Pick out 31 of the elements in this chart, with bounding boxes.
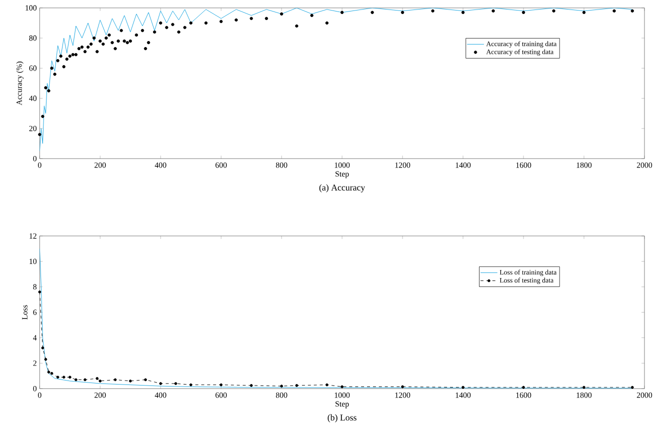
point: [98, 379, 102, 382]
point: [189, 383, 192, 386]
point: [582, 386, 586, 389]
point: [159, 382, 162, 385]
point: [280, 384, 284, 388]
point: [74, 378, 78, 382]
point: [522, 386, 525, 389]
point: [38, 290, 42, 294]
text: (b) Loss: [328, 414, 356, 422]
point: [326, 383, 328, 386]
point: [174, 382, 178, 385]
point: [50, 372, 54, 375]
point: [401, 385, 404, 388]
point: [295, 384, 298, 387]
point: [144, 378, 147, 382]
point: [44, 358, 48, 361]
point: [128, 379, 132, 382]
point: [340, 385, 344, 388]
point: [220, 383, 223, 386]
point: [47, 370, 50, 374]
point: [250, 384, 253, 387]
point: [84, 378, 86, 382]
point: [96, 376, 99, 380]
point: [630, 386, 634, 389]
point: [41, 346, 44, 350]
point: [462, 386, 464, 389]
point: [62, 376, 66, 379]
point: [114, 378, 117, 382]
text: (a) Accuracy: [319, 184, 366, 192]
point: [68, 376, 72, 379]
point: [56, 376, 60, 379]
